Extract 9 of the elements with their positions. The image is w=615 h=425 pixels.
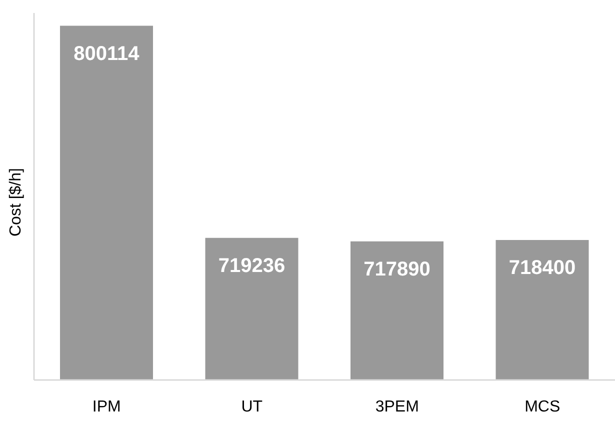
x-tick-label: IPM [92, 398, 121, 416]
data-label: 719236 [218, 255, 286, 278]
data-label: 717890 [364, 258, 430, 281]
x-tick-label: UT [241, 398, 263, 416]
x-tick-label: MCS [524, 398, 560, 416]
data-label: 800114 [74, 43, 140, 66]
x-tick-label: 3PEM [375, 398, 419, 416]
data-label: 718400 [508, 257, 576, 280]
y-axis-title: Cost [$/h] [8, 168, 25, 236]
